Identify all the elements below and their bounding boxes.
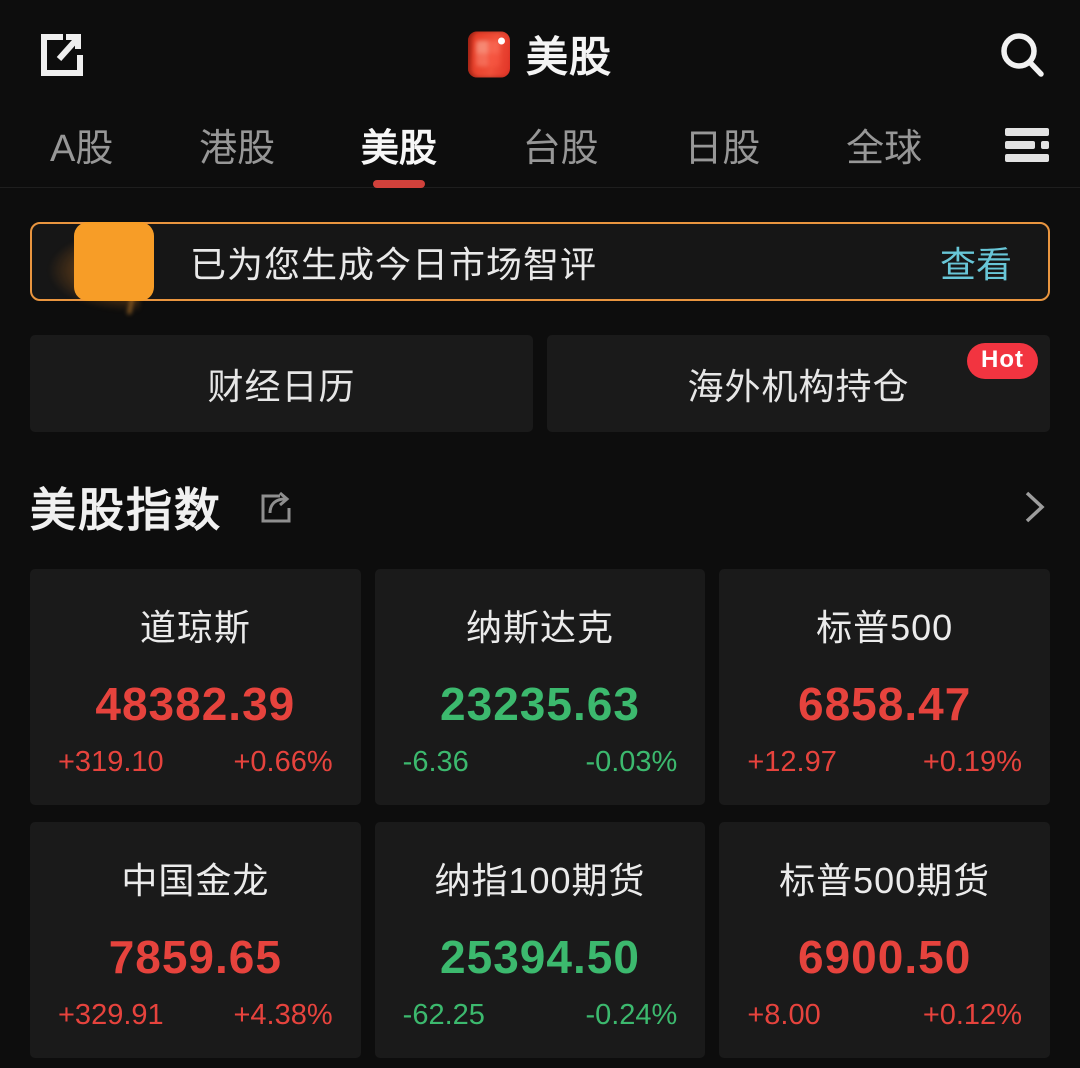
- index-change-row: +8.00 +0.12%: [719, 999, 1050, 1032]
- us-index-grid: 道琼斯 48382.39 +319.10 +0.66% 纳斯达克 23235.6…: [30, 569, 1050, 1058]
- top-bar: 美股: [0, 0, 1080, 108]
- tab-tw-stocks[interactable]: 台股: [519, 117, 603, 172]
- banner-message: 已为您生成今日市场智评: [190, 243, 598, 285]
- index-name: 纳斯达克: [465, 607, 614, 648]
- index-change-pct: +0.19%: [922, 746, 1022, 778]
- index-change: +319.10: [58, 746, 164, 778]
- list-filter-icon[interactable]: [1004, 125, 1050, 165]
- search-icon-glyph: [1001, 33, 1044, 77]
- index-card-sp500[interactable]: 标普500 6858.47 +12.97 +0.19%: [719, 569, 1050, 805]
- index-change-row: +319.10 +0.66%: [30, 746, 361, 779]
- index-price: 6900.50: [798, 931, 972, 983]
- index-card-dow-jones[interactable]: 道琼斯 48382.39 +319.10 +0.66%: [30, 569, 361, 805]
- index-name: 纳指100期货: [434, 860, 646, 901]
- index-change-pct: -0.24%: [585, 999, 678, 1031]
- index-price: 48382.39: [95, 678, 296, 730]
- market-review-banner[interactable]: 已为您生成今日市场智评 查看: [0, 210, 1050, 314]
- chevron-right-icon[interactable]: [1020, 485, 1050, 529]
- index-change: +12.97: [747, 746, 837, 778]
- list-filter-icon-glyph: [1004, 127, 1049, 162]
- index-price: 6858.47: [798, 678, 972, 730]
- index-change-pct: +0.66%: [233, 746, 333, 778]
- index-card-nasdaq[interactable]: 纳斯达克 23235.63 -6.36 -0.03%: [374, 569, 706, 805]
- index-price: 23235.63: [440, 678, 640, 730]
- logo-dot: [497, 37, 505, 44]
- index-name: 道琼斯: [139, 607, 251, 648]
- index-change-row: +12.97 +0.19%: [719, 746, 1050, 779]
- index-card-nasdaq100-futures[interactable]: 纳指100期货 25394.50 -62.25 -0.24%: [374, 822, 706, 1058]
- index-change: +329.91: [58, 999, 164, 1031]
- index-change-row: +329.91 +4.38%: [30, 999, 361, 1032]
- view-button[interactable]: 查看: [940, 236, 1012, 288]
- quick-links-row: 财经日历 海外机构持仓 Hot: [30, 335, 1050, 432]
- tab-global[interactable]: 全球: [842, 117, 926, 172]
- index-change-pct: +4.38%: [233, 999, 333, 1031]
- tab-jp-stocks[interactable]: 日股: [680, 117, 764, 172]
- tab-a-shares[interactable]: A股: [46, 117, 117, 172]
- page-title: 美股: [525, 33, 613, 81]
- index-change: -62.25: [402, 999, 485, 1031]
- chevron-right-icon-glyph: [1025, 491, 1045, 523]
- index-card-china-dragon[interactable]: 中国金龙 7859.65 +329.91 +4.38%: [30, 822, 361, 1058]
- index-change-pct: -0.03%: [585, 746, 678, 778]
- logo-blur: [475, 40, 500, 66]
- orange-cube-decoration: [74, 222, 154, 301]
- index-change-row: -6.36 -0.03%: [375, 746, 706, 779]
- finance-calendar-label: 财经日历: [207, 365, 356, 407]
- finance-calendar-button[interactable]: 财经日历: [30, 335, 533, 432]
- overseas-holdings-label: 海外机构持仓: [687, 365, 910, 407]
- section-title: 美股指数: [30, 484, 222, 536]
- index-change-pct: +0.12%: [922, 999, 1022, 1031]
- index-name: 标普500: [816, 607, 954, 648]
- share-forward-icon[interactable]: [256, 488, 294, 526]
- index-name: 标普500期货: [779, 860, 991, 901]
- index-change: -6.36: [402, 746, 469, 778]
- index-price: 25394.50: [440, 931, 640, 983]
- tab-hk-stocks[interactable]: 港股: [195, 117, 279, 172]
- share-external-icon[interactable]: [32, 26, 88, 82]
- share-external-icon-glyph: [41, 34, 83, 76]
- index-name: 中国金龙: [121, 860, 270, 901]
- hot-badge: Hot: [967, 343, 1038, 379]
- page-title-group: 美股: [467, 24, 613, 85]
- us-index-section-header: 美股指数: [30, 478, 1050, 536]
- tab-us-stocks[interactable]: 美股: [357, 117, 441, 172]
- market-tab-bar: A股 港股 美股 台股 日股 全球: [0, 108, 1080, 188]
- index-price: 7859.65: [108, 931, 282, 983]
- overseas-holdings-button[interactable]: 海外机构持仓 Hot: [547, 335, 1050, 432]
- index-change: +8.00: [747, 999, 821, 1031]
- index-change-row: -62.25 -0.24%: [375, 999, 706, 1032]
- search-icon[interactable]: [996, 28, 1048, 80]
- index-card-sp500-futures[interactable]: 标普500期货 6900.50 +8.00 +0.12%: [719, 822, 1050, 1058]
- red-app-logo-icon: [467, 31, 510, 77]
- share-forward-icon-glyph: [261, 491, 291, 523]
